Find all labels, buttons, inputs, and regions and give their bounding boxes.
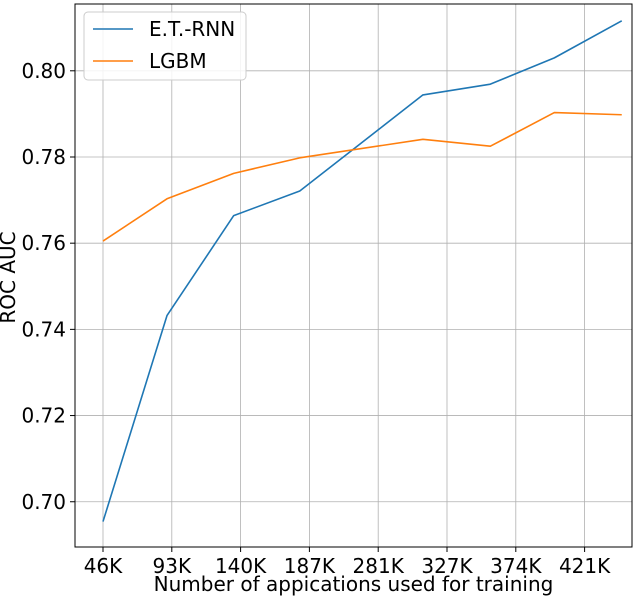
x-tick-label: 327K: [421, 554, 473, 578]
x-tick-label: 46K: [84, 554, 123, 578]
legend: E.T.-RNN LGBM: [83, 11, 247, 81]
series-line-e-t-rnn: [102, 20, 623, 522]
y-tick-label: 0.70: [21, 490, 66, 514]
series-lines: [102, 20, 623, 522]
plot-frame: [74, 3, 633, 548]
x-tick-label: 281K: [353, 554, 405, 578]
y-axis-label: ROC AUC: [0, 231, 20, 323]
x-axis-label: Number of appications used for training: [154, 572, 554, 596]
y-tick-label: 0.76: [21, 231, 66, 255]
x-tick-label: 374K: [490, 554, 542, 578]
legend-label: LGBM: [149, 49, 207, 73]
y-tick-label: 0.72: [21, 404, 66, 428]
axes: 46K 93K 140K 187K 281K 327K 374K 421K 0.70 0.72 0.…: [0, 3, 633, 596]
series-line-lgbm: [102, 111, 622, 242]
x-tick-label: 187K: [284, 554, 336, 578]
legend-label: E.T.-RNN: [149, 17, 235, 41]
y-tick-label: 0.74: [21, 317, 66, 341]
grid: [75, 4, 632, 547]
y-tick-label: 0.78: [21, 145, 66, 169]
x-tick-label: 140K: [215, 554, 267, 578]
x-tick-label: 421K: [559, 554, 611, 578]
y-tick-label: 0.80: [21, 59, 66, 83]
x-tick-label: 93K: [153, 554, 192, 578]
